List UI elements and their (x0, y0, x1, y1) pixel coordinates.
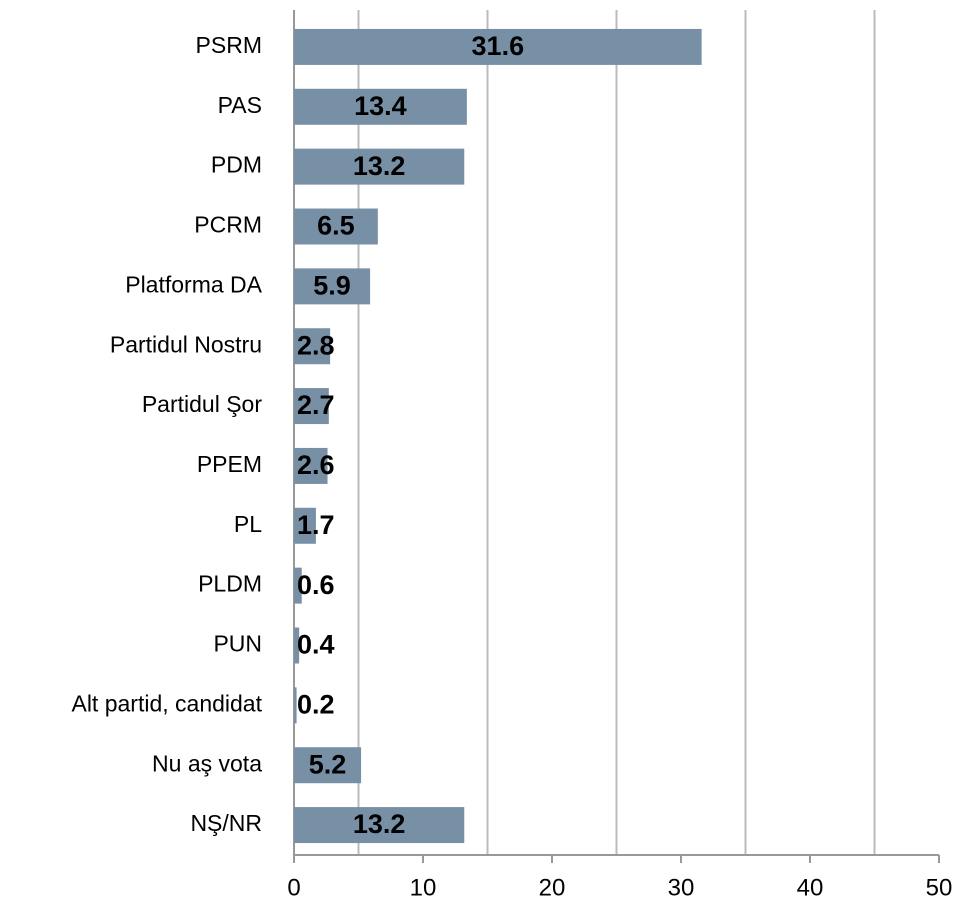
bar (294, 208, 378, 245)
bar (294, 447, 328, 484)
x-tick-label: 0 (287, 874, 300, 901)
x-tick-label: 40 (797, 874, 824, 901)
value-label: 0.4 (297, 630, 335, 660)
value-label: 0.6 (297, 570, 335, 600)
y-tick-label: Nu aş vota (152, 750, 262, 776)
x-tick-label: 20 (539, 874, 566, 901)
bar (294, 567, 302, 604)
value-label: 13.2 (353, 809, 406, 839)
y-tick-label: Partidul Nostru (110, 331, 262, 357)
value-label: 0.2 (297, 689, 335, 719)
bar (294, 148, 465, 185)
y-tick-label: PSRM (196, 32, 262, 58)
y-tick-label: Platforma DA (125, 271, 262, 297)
x-tick-label: 30 (668, 874, 695, 901)
bar (294, 747, 362, 784)
bar (294, 807, 465, 844)
y-tick-label: Partidul Şor (142, 391, 263, 417)
bar (294, 388, 329, 425)
y-tick-label: PDM (211, 152, 262, 178)
value-label: 5.2 (309, 749, 347, 779)
x-tick-label: 10 (410, 874, 437, 901)
value-label: 6.5 (317, 211, 355, 241)
y-tick-label: PAS (218, 92, 262, 118)
value-label: 13.2 (353, 151, 406, 181)
value-label: 13.4 (354, 91, 407, 121)
bar (294, 28, 702, 65)
value-label: 2.8 (297, 330, 335, 360)
x-tick-label: 50 (926, 874, 953, 901)
bar (294, 328, 331, 365)
bar (294, 88, 467, 125)
value-label: 5.9 (313, 270, 351, 300)
y-tick-label: NŞ/NR (190, 810, 262, 836)
y-tick-label: PCRM (194, 212, 262, 238)
y-tick-label: PUN (213, 631, 262, 657)
value-label: 2.7 (297, 390, 335, 420)
y-tick-label: Alt partid, candidat (71, 690, 262, 716)
y-tick-label: PPEM (197, 451, 262, 477)
value-label: 31.6 (472, 31, 525, 61)
y-tick-label: PLDM (198, 571, 262, 597)
value-label: 2.6 (297, 450, 335, 480)
bar (294, 268, 371, 305)
value-label: 1.7 (297, 510, 335, 540)
y-tick-label: PL (234, 511, 262, 537)
bar (294, 687, 297, 724)
bar (294, 627, 300, 664)
bar (294, 507, 316, 544)
